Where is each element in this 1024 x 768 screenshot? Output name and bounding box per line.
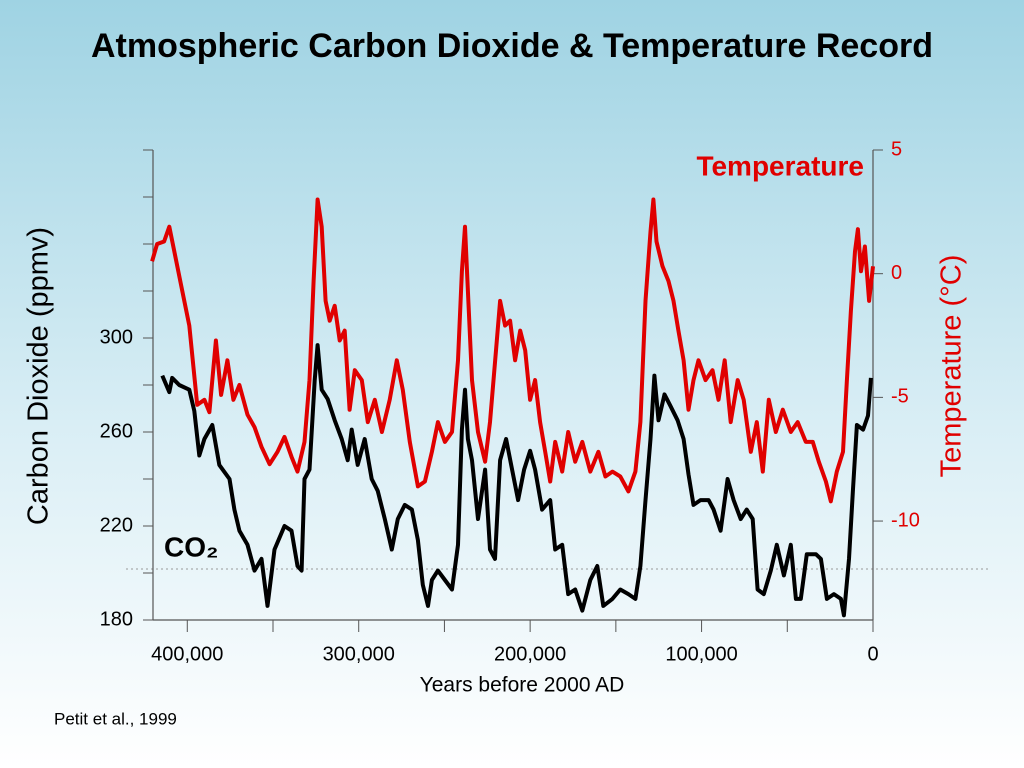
x-axis-label: Years before 2000 AD <box>420 674 625 697</box>
y2-tick-label: 0 <box>891 262 902 284</box>
legend-label: CO₂ <box>164 531 218 562</box>
source-note: Petit et al., 1999 <box>54 709 177 728</box>
series-line <box>150 197 875 504</box>
y2-axis-label: Temperature (°C) <box>936 255 968 478</box>
y-tick-label: 300 <box>100 326 133 348</box>
y-tick-label: 180 <box>100 608 133 630</box>
x-tick-label: 100,000 <box>665 643 737 665</box>
y2-tick-label: 5 <box>891 138 902 160</box>
x-tick-label: 400,000 <box>151 643 223 665</box>
y-tick-label: 220 <box>100 514 133 536</box>
y2-tick-label: -10 <box>891 509 920 531</box>
y-tick-label: 260 <box>100 420 133 442</box>
legend-label: Temperature <box>696 150 864 181</box>
series-line <box>160 343 873 618</box>
x-tick-label: 300,000 <box>323 643 395 665</box>
x-tick-label: 0 <box>867 643 878 665</box>
x-tick-label: 200,000 <box>494 643 566 665</box>
y2-tick-label: -5 <box>891 386 909 408</box>
y-axis-label: Carbon Dioxide (ppmv) <box>23 227 55 525</box>
chart-title: Atmospheric Carbon Dioxide & Temperature… <box>91 27 933 65</box>
